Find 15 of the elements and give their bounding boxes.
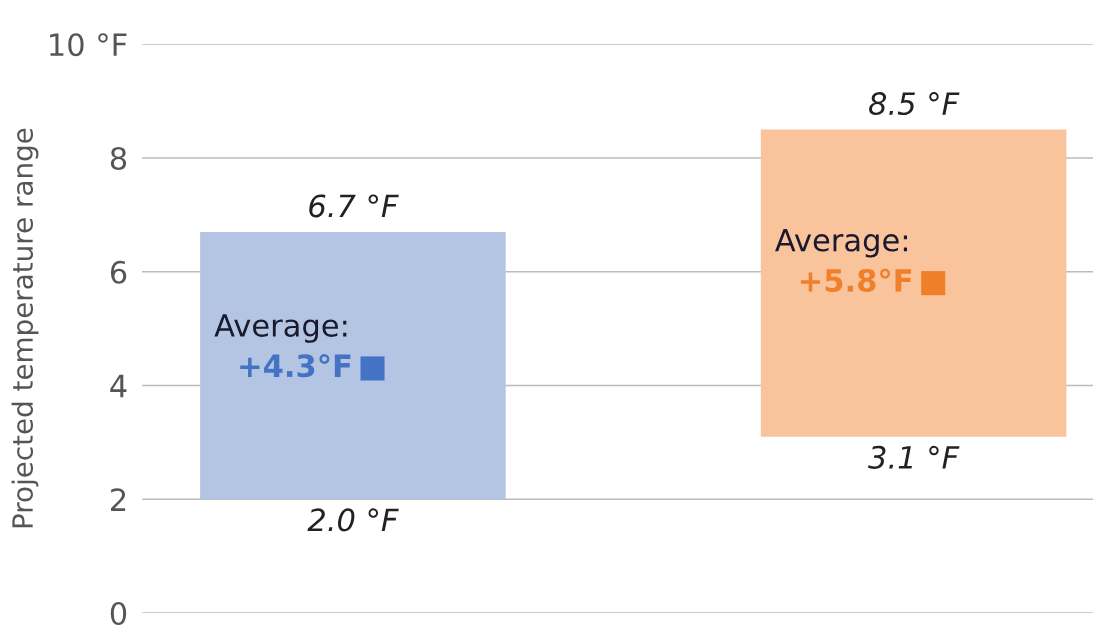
data-label: +5.8°F [800, 268, 912, 292]
data-label: +4.3°F [240, 354, 351, 378]
y-tick-label: 6 [110, 260, 127, 284]
annotation: Average: [775, 228, 908, 258]
annotation: 3.1 °F [868, 445, 960, 469]
y-tick-label: 2 [111, 488, 126, 511]
y-axis-title: Projected temperature range [11, 128, 39, 528]
y-tick-label: 8 [110, 146, 127, 171]
y-tick-label: 0 [110, 601, 127, 626]
annotation: 6.7 °F [309, 194, 399, 218]
annotation: Average: [214, 314, 347, 343]
y-tick-label: 4 [110, 374, 127, 398]
annotation: 2.0 °F [307, 508, 399, 532]
y-tick-label: 10 °F [50, 33, 127, 57]
annotation: 8.5 °F [869, 92, 960, 116]
